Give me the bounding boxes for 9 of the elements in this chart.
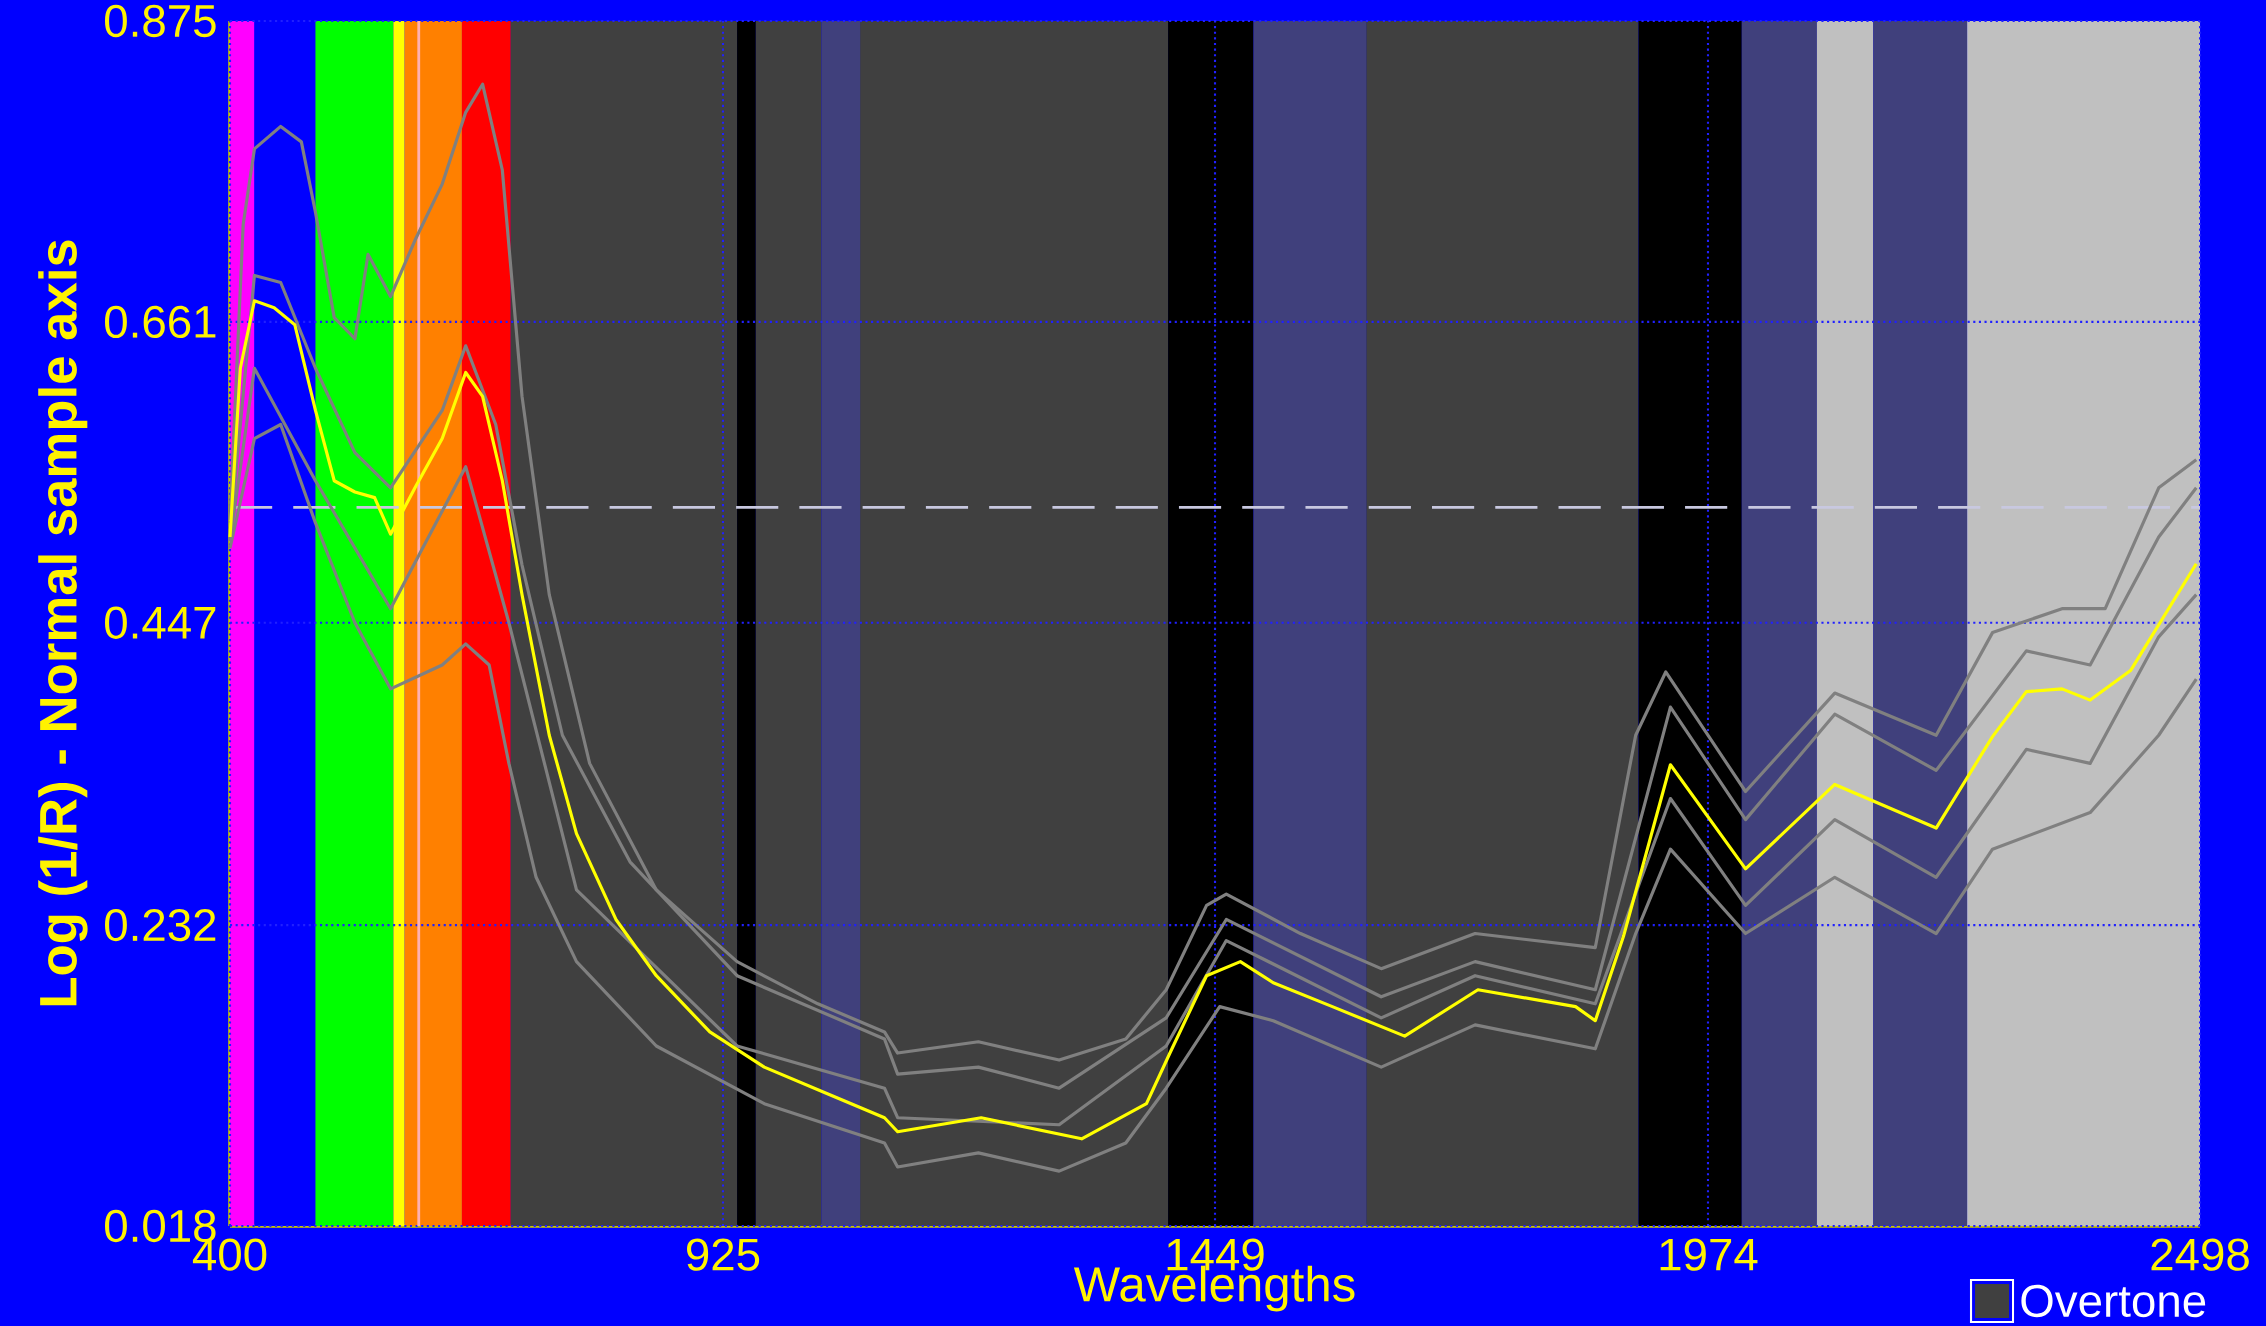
y-tick-label: 0.661: [105, 305, 216, 339]
legend-label: Overtone: [2021, 1284, 2206, 1318]
y-tick-label: 0.447: [105, 606, 216, 639]
y-tick-label: 0.232: [105, 908, 216, 942]
y-axis-title: Log (1/R) - Normal sample axis: [38, 240, 88, 1006]
x-tick-label: 1974: [1660, 1238, 1758, 1271]
y-tick-label: 0.875: [105, 4, 216, 38]
x-tick-label: 925: [687, 1238, 760, 1271]
x-tick-label: 2498: [2151, 1238, 2249, 1271]
